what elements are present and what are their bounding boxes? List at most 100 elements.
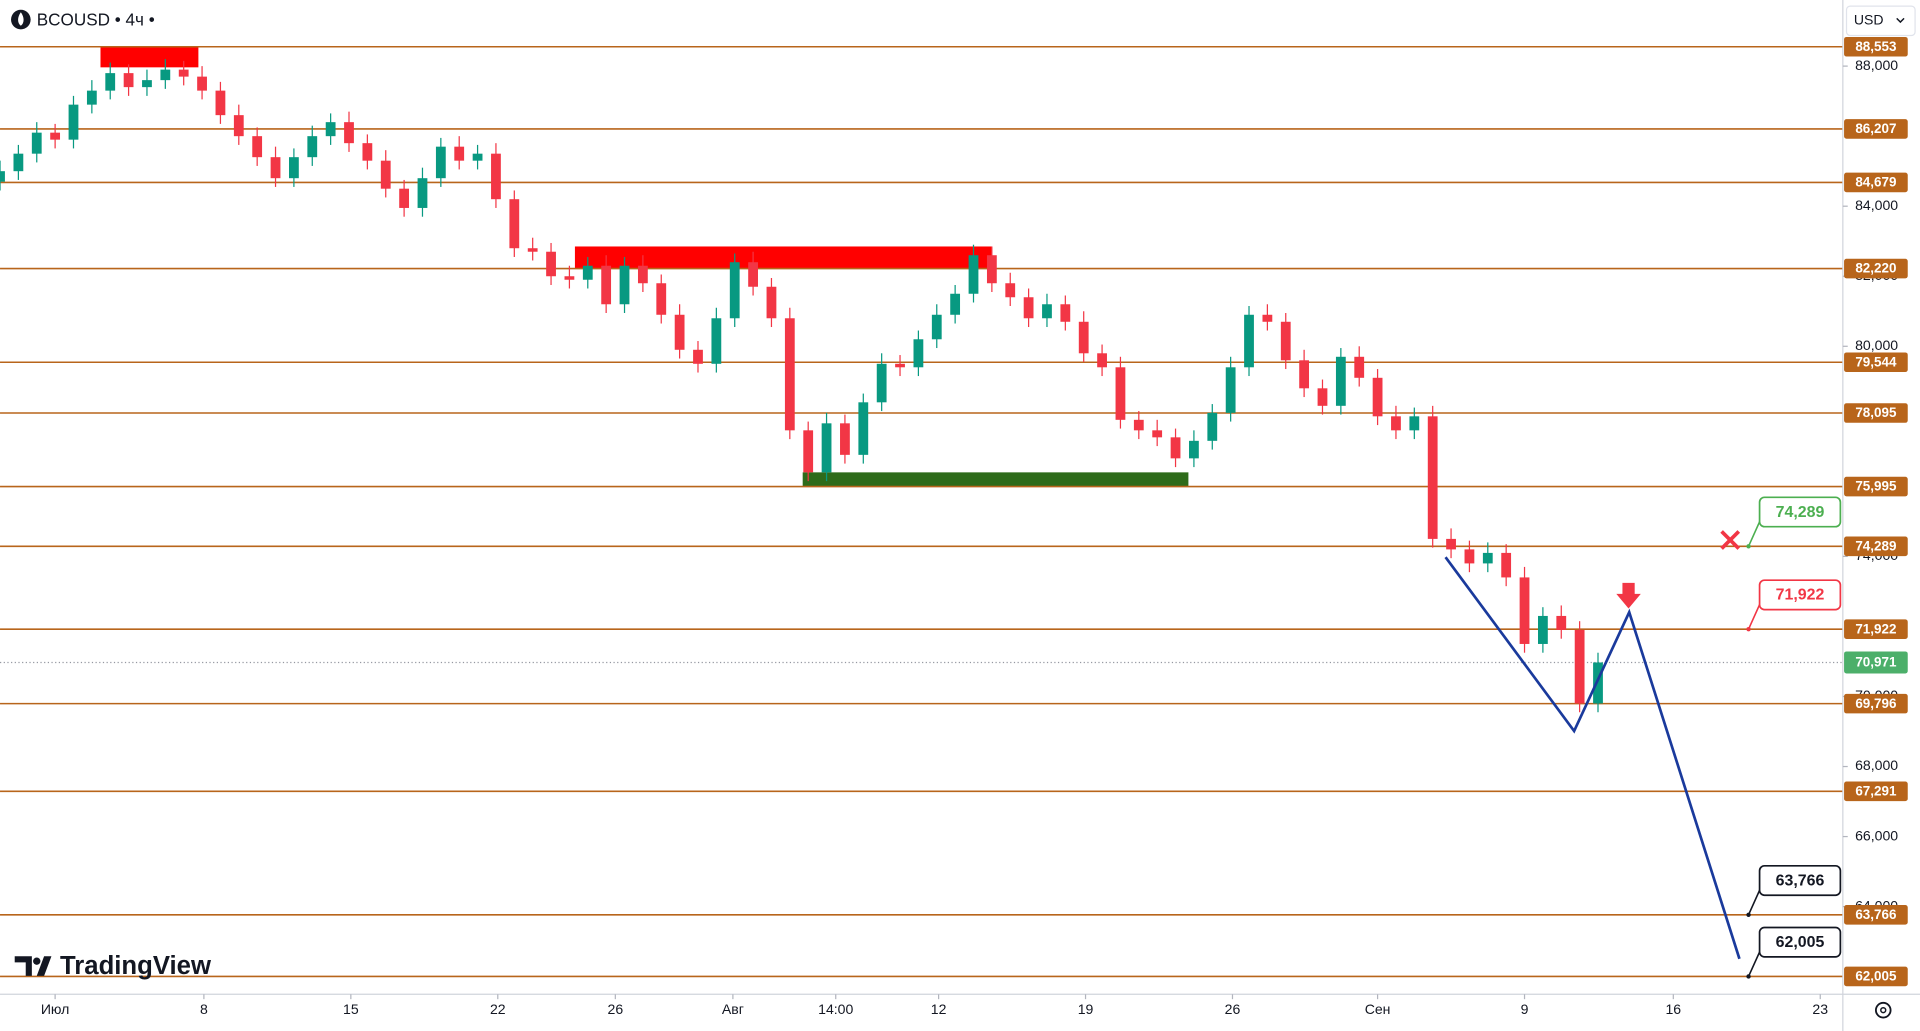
candle-body — [399, 188, 410, 208]
logo-text: TradingView — [60, 952, 212, 980]
candle-body — [1372, 377, 1383, 417]
level-label-box — [1844, 476, 1908, 497]
level-label: 74,289 — [1855, 538, 1896, 553]
level-label-box — [1844, 352, 1908, 373]
gear-hole — [1880, 1007, 1887, 1014]
candle-body — [729, 262, 740, 319]
target-box — [1758, 926, 1842, 958]
candle-body — [270, 157, 281, 179]
candle-body — [1280, 321, 1291, 361]
gear[interactable] — [1874, 1001, 1892, 1019]
symbol-icon-drop — [18, 12, 24, 26]
candle-body — [68, 104, 79, 140]
candle-body — [233, 115, 244, 137]
level-label: 88,553 — [1855, 39, 1896, 54]
currency-dropdown[interactable]: USD — [1845, 5, 1916, 37]
candle-body — [491, 153, 501, 200]
level-label-box — [1844, 403, 1908, 423]
candle-body — [527, 248, 538, 252]
x-tick-label: 16 — [1665, 1001, 1681, 1017]
level-label-box — [1844, 258, 1908, 279]
settings-button[interactable] — [1874, 1001, 1892, 1019]
candle-body — [1427, 416, 1438, 539]
x-tick-label: 9 — [1521, 1001, 1529, 1017]
candle-body — [1060, 304, 1071, 322]
candle-body — [1244, 314, 1254, 368]
zone — [100, 46, 199, 68]
candle-body — [454, 146, 465, 161]
projection-line — [1444, 556, 1741, 960]
candle-body — [105, 73, 116, 91]
candle-body — [31, 132, 42, 154]
last-price-box — [1844, 651, 1908, 674]
candle-body — [858, 402, 869, 455]
level-label: 82,220 — [1855, 261, 1896, 276]
candle-body — [931, 314, 942, 340]
candle-body — [1593, 662, 1603, 704]
levels — [0, 45, 1843, 978]
candle-body — [509, 199, 520, 249]
candle-body — [840, 423, 850, 455]
candle-body — [0, 171, 5, 182]
candle-body — [1023, 297, 1034, 319]
candle-body — [325, 122, 336, 137]
level-label-box — [1844, 781, 1908, 802]
y-tick-label: 84,000 — [1855, 197, 1898, 213]
down-arrow — [1616, 582, 1641, 609]
symbol-title[interactable]: BCOUSD • 4ч • — [37, 9, 155, 29]
x-tick-label: 12 — [931, 1001, 947, 1017]
y-tick-label: 66,000 — [1855, 827, 1898, 843]
level-label: 75,995 — [1855, 479, 1897, 494]
candle-body — [435, 146, 446, 179]
candle-body — [656, 283, 667, 315]
candle-body — [637, 265, 648, 284]
target-box — [1758, 496, 1842, 528]
currency-label[interactable]: USD — [1854, 12, 1884, 28]
zones — [100, 46, 1189, 487]
y-tick-label: 68,000 — [1855, 757, 1898, 773]
candle-body — [123, 73, 134, 88]
candle-body — [1042, 304, 1052, 319]
x-tick-label: 19 — [1078, 1001, 1094, 1017]
logo-dot — [33, 957, 41, 965]
level-label-box — [1844, 693, 1908, 714]
candle-body — [362, 143, 373, 161]
level-label: 63,766 — [1855, 907, 1896, 922]
candle-body — [601, 265, 612, 305]
candle-body — [784, 318, 795, 431]
candle-body — [50, 132, 61, 140]
target-anchor — [1746, 626, 1751, 632]
target-label: 63,766 — [1776, 872, 1825, 889]
level-label: 69,796 — [1855, 696, 1896, 711]
cross-mark — [1720, 530, 1741, 550]
candle-body — [1501, 552, 1512, 578]
zone — [574, 246, 992, 269]
level-label: 71,922 — [1855, 621, 1896, 636]
candle-body — [546, 251, 556, 277]
x-tick-label: 22 — [490, 1001, 506, 1017]
chevron — [1896, 17, 1905, 24]
candle-body — [674, 314, 685, 350]
y-tick-label: 80,000 — [1855, 337, 1898, 353]
candle-body — [1556, 615, 1567, 630]
candle-body — [564, 276, 575, 280]
candle-body — [160, 69, 171, 81]
target-box — [1758, 579, 1842, 611]
candle-body — [380, 160, 391, 189]
target-anchor — [1746, 912, 1751, 918]
candle-body — [748, 262, 758, 287]
candle-body — [1317, 388, 1328, 406]
candle-body — [1335, 356, 1346, 406]
candle-body — [876, 363, 887, 403]
level-label: 78,095 — [1855, 405, 1897, 420]
candle-body — [766, 286, 777, 319]
candle-body — [1574, 629, 1585, 704]
candle-body — [289, 157, 299, 179]
level-label-box — [1844, 536, 1908, 557]
candle-body — [968, 255, 979, 294]
currency-box[interactable] — [1845, 5, 1916, 37]
candles — [0, 59, 1603, 713]
